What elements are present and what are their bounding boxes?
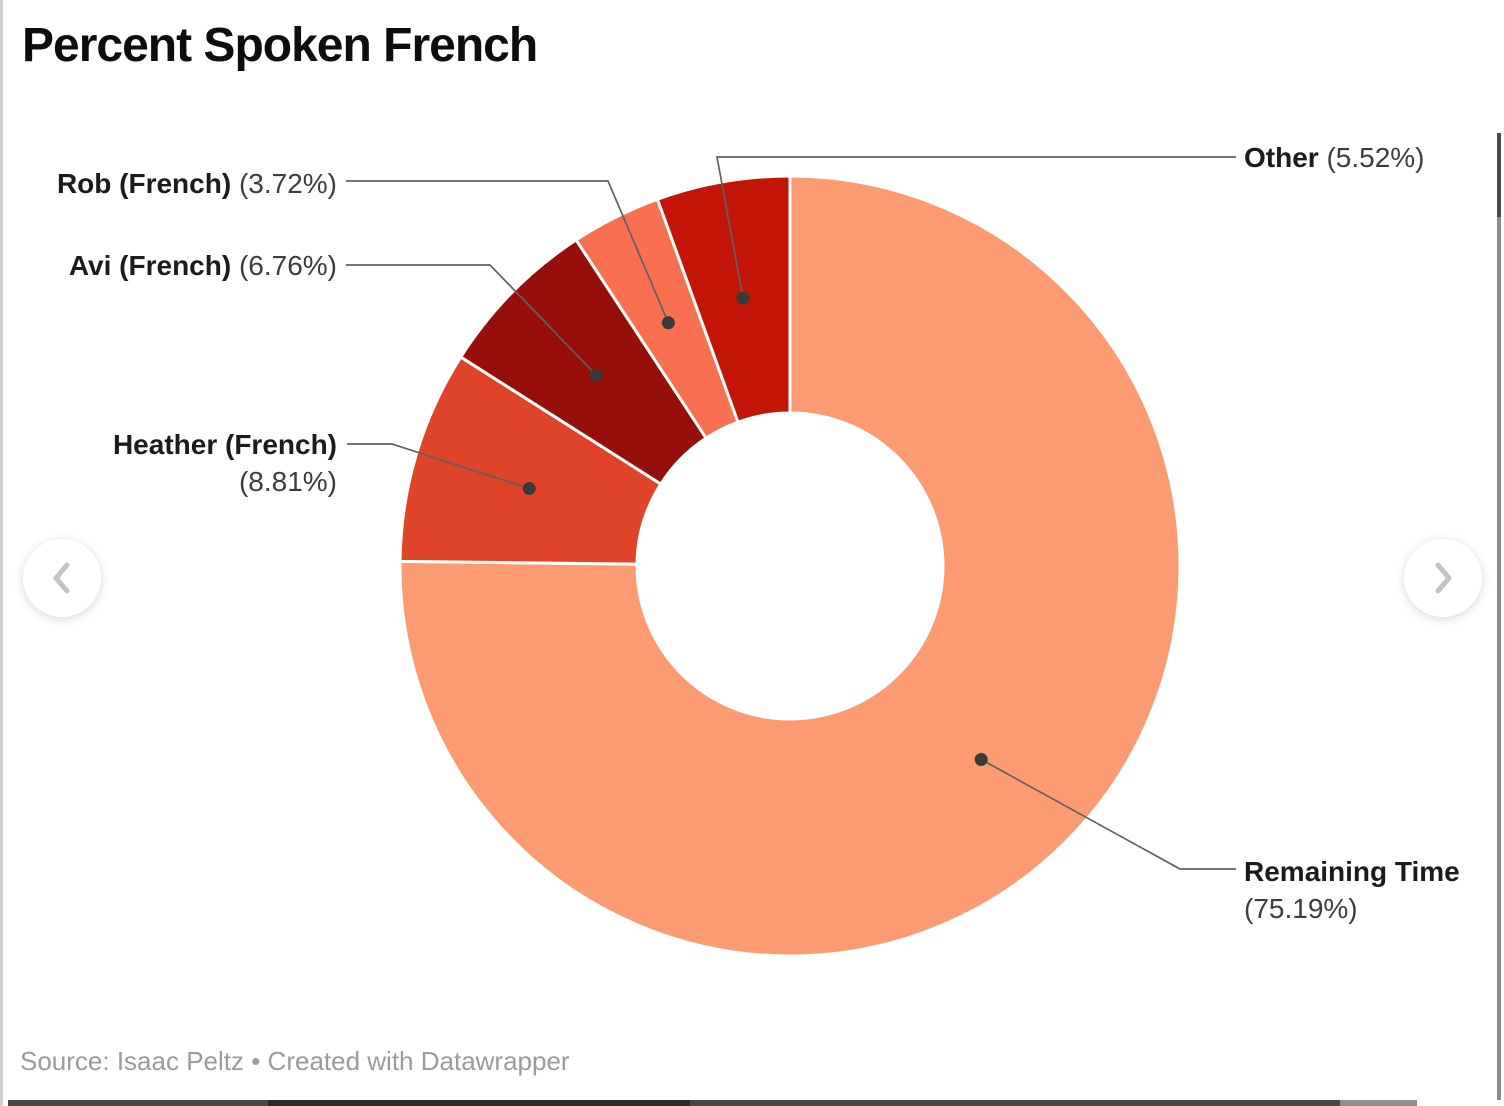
chart-title: Percent Spoken French (22, 19, 538, 72)
leader-line-heather (347, 443, 530, 490)
callout-rob-name: Rob (French) (56, 168, 232, 199)
leader-dot-heather (522, 482, 536, 496)
leader-line-remaining (980, 758, 1236, 870)
callout-avi: Avi (French) (6.76%) (0, 247, 337, 284)
leader-line-other (715, 156, 1236, 299)
callout-remaining-pct: (75.19%) (1244, 893, 1358, 924)
leader-dot-remaining (974, 752, 988, 766)
callout-heather-name: Heather (French) (112, 429, 337, 460)
callout-other: Other (5.52%) (1244, 139, 1425, 176)
callout-other-pct: (5.52%) (1326, 142, 1425, 173)
carousel-prev-button[interactable] (23, 539, 101, 617)
leader-line-avi (346, 264, 597, 376)
left-frame-border (0, 0, 3, 1106)
leader-dot-rob (661, 316, 675, 330)
leader-line-rob (346, 180, 670, 324)
chevron-right-icon (1435, 562, 1452, 594)
callout-avi-pct: (6.76%) (238, 250, 337, 281)
right-edge-scrollbar[interactable] (1497, 133, 1501, 1100)
right-edge-scrollbar-thumb[interactable] (1497, 133, 1501, 217)
callout-rob-pct: (3.72%) (238, 168, 337, 199)
pie-slice-other[interactable] (655, 174, 792, 425)
pie-slice-heather[interactable] (398, 354, 663, 566)
leader-dot-avi (589, 368, 603, 382)
leader-dot-other (736, 291, 750, 305)
callout-remaining-name: Remaining Time (1244, 856, 1460, 887)
callout-remaining: Remaining Time (75.19%) (1244, 853, 1460, 927)
callout-other-name: Other (1244, 142, 1319, 173)
bottom-partial-element (8, 1100, 1504, 1106)
carousel-next-button[interactable] (1404, 539, 1482, 617)
callout-avi-name: Avi (French) (68, 250, 232, 281)
chevron-left-icon (53, 562, 70, 594)
callout-heather-pct: (8.81%) (238, 466, 337, 497)
source-attribution: Source: Isaac Peltz • Created with Dataw… (20, 1046, 570, 1076)
callout-heather: Heather (French) (8.81%) (0, 426, 337, 500)
callout-rob: Rob (French) (3.72%) (0, 165, 337, 202)
